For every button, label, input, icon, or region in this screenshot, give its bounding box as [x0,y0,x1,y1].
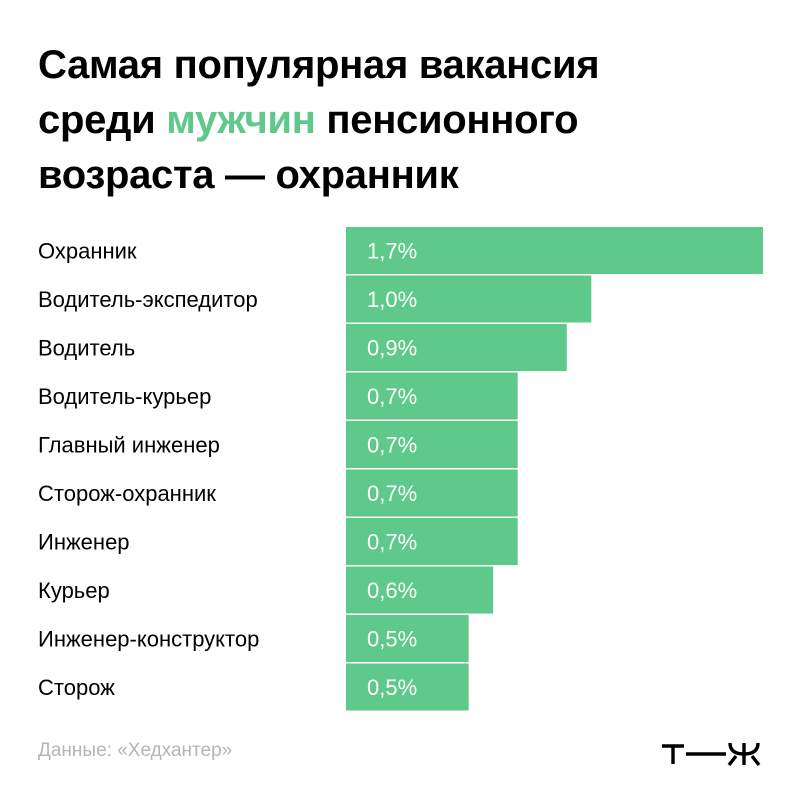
bar-value-label: 0,7% [367,530,417,555]
category-label: Водитель [38,336,135,361]
bar [346,324,567,371]
bar [346,663,469,711]
bar [346,421,518,468]
title-line-1: Самая популярная вакансия [38,43,600,87]
category-label: Водитель-экспедитор [38,287,258,312]
bar-value-label: 0,7% [367,433,417,458]
category-label: Сторож-охранник [38,481,216,506]
bar-value-label: 0,5% [367,627,417,652]
bar-value-label: 1,0% [367,287,417,312]
bar-value-label: 0,7% [367,384,417,409]
bar [346,275,592,323]
title-line-3: возраста — охранник [38,153,459,197]
bar-value-label: 1,7% [367,239,417,264]
tzh-logo [662,742,761,767]
bar [346,469,518,517]
category-label: Инженер-конструктор [38,627,259,652]
bar [346,227,763,274]
bar [346,615,469,662]
data-source: Данные: «Хедхантер» [38,740,233,761]
bar [346,518,518,565]
title-line-2-start: среди [38,98,167,142]
bar-value-label: 0,6% [367,578,417,603]
bar-value-label: 0,5% [367,675,417,700]
title-line-2-end: пенсионного [315,98,579,142]
category-label: Главный инженер [38,433,220,458]
category-label: Водитель-курьер [38,384,211,409]
title-accent-word: мужчин [166,98,316,142]
bar [346,566,494,614]
bar-value-label: 0,9% [367,336,417,361]
bar [346,372,518,420]
chart-title: Самая популярная вакансия среди мужчин п… [38,38,768,203]
category-label: Инженер [38,530,130,555]
category-label: Охранник [38,239,137,264]
category-label: Сторож [38,675,115,700]
category-label: Курьер [38,578,110,603]
bar-value-label: 0,7% [367,481,417,506]
